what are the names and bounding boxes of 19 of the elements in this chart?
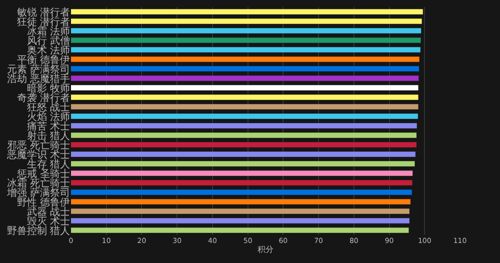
y-tick-label: 平衡 德鲁伊 <box>16 54 70 66</box>
y-tick-label: 浩劫 恶魔猎手 <box>6 72 70 85</box>
y-tick-label: 奇袭 潜行者 <box>16 92 70 104</box>
y-tick-label: 痛苦 术士 <box>26 120 70 132</box>
y-tick-label: 恶魔学识 术士 <box>6 148 70 161</box>
y-tick-label: 毁灭 术士 <box>26 215 70 228</box>
y-tick-label: 元素 萨满祭司 <box>6 63 70 76</box>
y-tick-label: 奥术 法师 <box>26 44 70 56</box>
y-tick-label: 武器 战士 <box>26 206 70 218</box>
y-tick-label: 邪恶 死亡骑士 <box>6 139 70 152</box>
y-tick-label: 狂徒 潜行者 <box>16 16 70 28</box>
y-tick-label: 增强 萨满祭司 <box>6 186 70 199</box>
y-tick-label: 野兽控制 猎人 <box>6 224 70 237</box>
y-tick-label: 射击 猎人 <box>26 130 70 142</box>
y-tick-label: 狂怒 战士 <box>26 101 70 114</box>
y-tick-label: 野性 德鲁伊 <box>16 196 70 208</box>
y-tick-label: 敏锐 潜行者 <box>16 6 70 18</box>
x-axis-title: 积分 <box>258 245 274 254</box>
y-tick-label: 风行 武僧 <box>26 34 70 47</box>
